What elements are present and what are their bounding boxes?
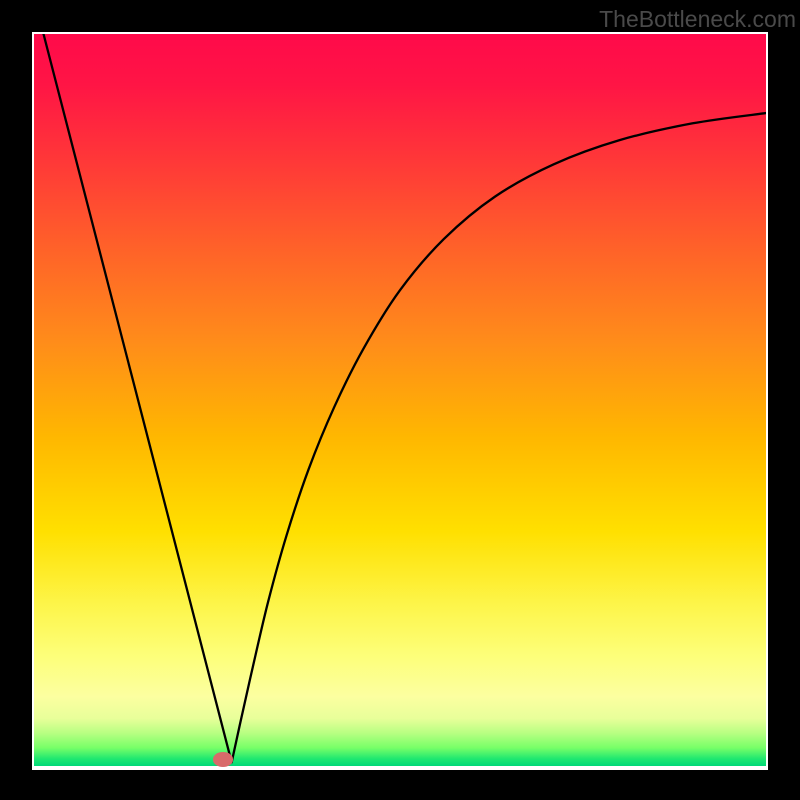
- watermark-text: TheBottleneck.com: [556, 6, 796, 33]
- minimum-marker-dot: [213, 752, 233, 767]
- gradient-background: [34, 34, 766, 766]
